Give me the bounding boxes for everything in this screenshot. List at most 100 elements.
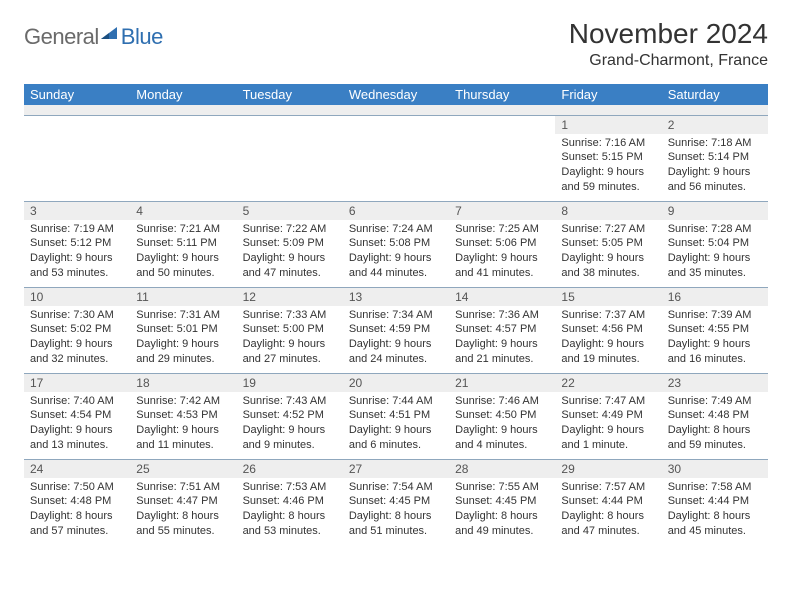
sunset-text: Sunset: 4:47 PM bbox=[136, 494, 230, 509]
daylight-text: Daylight: 9 hours and 35 minutes. bbox=[668, 251, 762, 281]
calendar-day-cell: 4Sunrise: 7:21 AMSunset: 5:11 PMDaylight… bbox=[130, 201, 236, 287]
sunset-text: Sunset: 5:12 PM bbox=[30, 236, 124, 251]
sunrise-text: Sunrise: 7:22 AM bbox=[243, 222, 337, 237]
day-info: Sunrise: 7:37 AMSunset: 4:56 PMDaylight:… bbox=[555, 306, 661, 371]
day-header: Friday bbox=[555, 84, 661, 105]
sunset-text: Sunset: 4:57 PM bbox=[455, 322, 549, 337]
calendar-day-cell: 7Sunrise: 7:25 AMSunset: 5:06 PMDaylight… bbox=[449, 201, 555, 287]
calendar-day-cell: 27Sunrise: 7:54 AMSunset: 4:45 PMDayligh… bbox=[343, 459, 449, 545]
day-number: 10 bbox=[24, 288, 130, 306]
sunrise-text: Sunrise: 7:31 AM bbox=[136, 308, 230, 323]
sunset-text: Sunset: 4:48 PM bbox=[30, 494, 124, 509]
sunset-text: Sunset: 4:52 PM bbox=[243, 408, 337, 423]
day-header: Sunday bbox=[24, 84, 130, 105]
sunrise-text: Sunrise: 7:28 AM bbox=[668, 222, 762, 237]
daylight-text: Daylight: 9 hours and 4 minutes. bbox=[455, 423, 549, 453]
title-block: November 2024 Grand-Charmont, France bbox=[569, 18, 768, 70]
sunrise-text: Sunrise: 7:42 AM bbox=[136, 394, 230, 409]
sunrise-text: Sunrise: 7:24 AM bbox=[349, 222, 443, 237]
day-info: Sunrise: 7:47 AMSunset: 4:49 PMDaylight:… bbox=[555, 392, 661, 457]
sunrise-text: Sunrise: 7:53 AM bbox=[243, 480, 337, 495]
sunrise-text: Sunrise: 7:27 AM bbox=[561, 222, 655, 237]
daylight-text: Daylight: 9 hours and 44 minutes. bbox=[349, 251, 443, 281]
day-number: 16 bbox=[662, 288, 768, 306]
sunrise-text: Sunrise: 7:19 AM bbox=[30, 222, 124, 237]
sunset-text: Sunset: 4:53 PM bbox=[136, 408, 230, 423]
day-info: Sunrise: 7:34 AMSunset: 4:59 PMDaylight:… bbox=[343, 306, 449, 371]
calendar-day-cell: 18Sunrise: 7:42 AMSunset: 4:53 PMDayligh… bbox=[130, 373, 236, 459]
day-header: Saturday bbox=[662, 84, 768, 105]
day-info: Sunrise: 7:16 AMSunset: 5:15 PMDaylight:… bbox=[555, 134, 661, 199]
sunrise-text: Sunrise: 7:39 AM bbox=[668, 308, 762, 323]
sunrise-text: Sunrise: 7:43 AM bbox=[243, 394, 337, 409]
day-info: Sunrise: 7:46 AMSunset: 4:50 PMDaylight:… bbox=[449, 392, 555, 457]
day-number: 27 bbox=[343, 460, 449, 478]
sunset-text: Sunset: 4:59 PM bbox=[349, 322, 443, 337]
sunset-text: Sunset: 5:05 PM bbox=[561, 236, 655, 251]
day-number: 25 bbox=[130, 460, 236, 478]
calendar-day-cell: 19Sunrise: 7:43 AMSunset: 4:52 PMDayligh… bbox=[237, 373, 343, 459]
sunrise-text: Sunrise: 7:36 AM bbox=[455, 308, 549, 323]
day-header: Thursday bbox=[449, 84, 555, 105]
daylight-text: Daylight: 9 hours and 21 minutes. bbox=[455, 337, 549, 367]
daylight-text: Daylight: 8 hours and 47 minutes. bbox=[561, 509, 655, 539]
sunset-text: Sunset: 4:49 PM bbox=[561, 408, 655, 423]
day-number: 26 bbox=[237, 460, 343, 478]
daylight-text: Daylight: 9 hours and 16 minutes. bbox=[668, 337, 762, 367]
day-header: Wednesday bbox=[343, 84, 449, 105]
daylight-text: Daylight: 9 hours and 38 minutes. bbox=[561, 251, 655, 281]
day-info: Sunrise: 7:18 AMSunset: 5:14 PMDaylight:… bbox=[662, 134, 768, 199]
calendar-day-cell: 17Sunrise: 7:40 AMSunset: 4:54 PMDayligh… bbox=[24, 373, 130, 459]
sunset-text: Sunset: 4:50 PM bbox=[455, 408, 549, 423]
sunrise-text: Sunrise: 7:44 AM bbox=[349, 394, 443, 409]
day-header: Tuesday bbox=[237, 84, 343, 105]
calendar-day-cell: 12Sunrise: 7:33 AMSunset: 5:00 PMDayligh… bbox=[237, 287, 343, 373]
daylight-text: Daylight: 8 hours and 59 minutes. bbox=[668, 423, 762, 453]
daylight-text: Daylight: 9 hours and 24 minutes. bbox=[349, 337, 443, 367]
logo-text-blue: Blue bbox=[121, 24, 163, 50]
calendar-day-cell: 15Sunrise: 7:37 AMSunset: 4:56 PMDayligh… bbox=[555, 287, 661, 373]
day-number: 7 bbox=[449, 202, 555, 220]
sunset-text: Sunset: 5:02 PM bbox=[30, 322, 124, 337]
day-info: Sunrise: 7:27 AMSunset: 5:05 PMDaylight:… bbox=[555, 220, 661, 285]
sunrise-text: Sunrise: 7:34 AM bbox=[349, 308, 443, 323]
day-number: 5 bbox=[237, 202, 343, 220]
sunrise-text: Sunrise: 7:46 AM bbox=[455, 394, 549, 409]
day-info: Sunrise: 7:33 AMSunset: 5:00 PMDaylight:… bbox=[237, 306, 343, 371]
sunset-text: Sunset: 4:56 PM bbox=[561, 322, 655, 337]
sunrise-text: Sunrise: 7:54 AM bbox=[349, 480, 443, 495]
day-number: 3 bbox=[24, 202, 130, 220]
sunset-text: Sunset: 5:01 PM bbox=[136, 322, 230, 337]
sunset-text: Sunset: 4:51 PM bbox=[349, 408, 443, 423]
daylight-text: Daylight: 9 hours and 41 minutes. bbox=[455, 251, 549, 281]
calendar-day-cell: 13Sunrise: 7:34 AMSunset: 4:59 PMDayligh… bbox=[343, 287, 449, 373]
sunset-text: Sunset: 4:48 PM bbox=[668, 408, 762, 423]
daylight-text: Daylight: 9 hours and 53 minutes. bbox=[30, 251, 124, 281]
calendar-day-cell: 22Sunrise: 7:47 AMSunset: 4:49 PMDayligh… bbox=[555, 373, 661, 459]
calendar-day-cell: 24Sunrise: 7:50 AMSunset: 4:48 PMDayligh… bbox=[24, 459, 130, 545]
calendar-day-cell: 9Sunrise: 7:28 AMSunset: 5:04 PMDaylight… bbox=[662, 201, 768, 287]
calendar-empty-cell bbox=[343, 115, 449, 201]
day-info: Sunrise: 7:40 AMSunset: 4:54 PMDaylight:… bbox=[24, 392, 130, 457]
sunset-text: Sunset: 5:15 PM bbox=[561, 150, 655, 165]
day-number: 2 bbox=[662, 116, 768, 134]
day-info: Sunrise: 7:19 AMSunset: 5:12 PMDaylight:… bbox=[24, 220, 130, 285]
day-number: 28 bbox=[449, 460, 555, 478]
day-info: Sunrise: 7:42 AMSunset: 4:53 PMDaylight:… bbox=[130, 392, 236, 457]
sunrise-text: Sunrise: 7:30 AM bbox=[30, 308, 124, 323]
sunset-text: Sunset: 4:45 PM bbox=[455, 494, 549, 509]
daylight-text: Daylight: 9 hours and 47 minutes. bbox=[243, 251, 337, 281]
daylight-text: Daylight: 9 hours and 1 minute. bbox=[561, 423, 655, 453]
day-info: Sunrise: 7:28 AMSunset: 5:04 PMDaylight:… bbox=[662, 220, 768, 285]
day-number: 23 bbox=[662, 374, 768, 392]
day-info: Sunrise: 7:30 AMSunset: 5:02 PMDaylight:… bbox=[24, 306, 130, 371]
day-number: 12 bbox=[237, 288, 343, 306]
day-number: 4 bbox=[130, 202, 236, 220]
day-number: 20 bbox=[343, 374, 449, 392]
calendar-table: Sunday Monday Tuesday Wednesday Thursday… bbox=[24, 84, 768, 545]
calendar-day-cell: 14Sunrise: 7:36 AMSunset: 4:57 PMDayligh… bbox=[449, 287, 555, 373]
calendar-day-cell: 1Sunrise: 7:16 AMSunset: 5:15 PMDaylight… bbox=[555, 115, 661, 201]
day-info: Sunrise: 7:25 AMSunset: 5:06 PMDaylight:… bbox=[449, 220, 555, 285]
day-number: 13 bbox=[343, 288, 449, 306]
day-info: Sunrise: 7:53 AMSunset: 4:46 PMDaylight:… bbox=[237, 478, 343, 543]
